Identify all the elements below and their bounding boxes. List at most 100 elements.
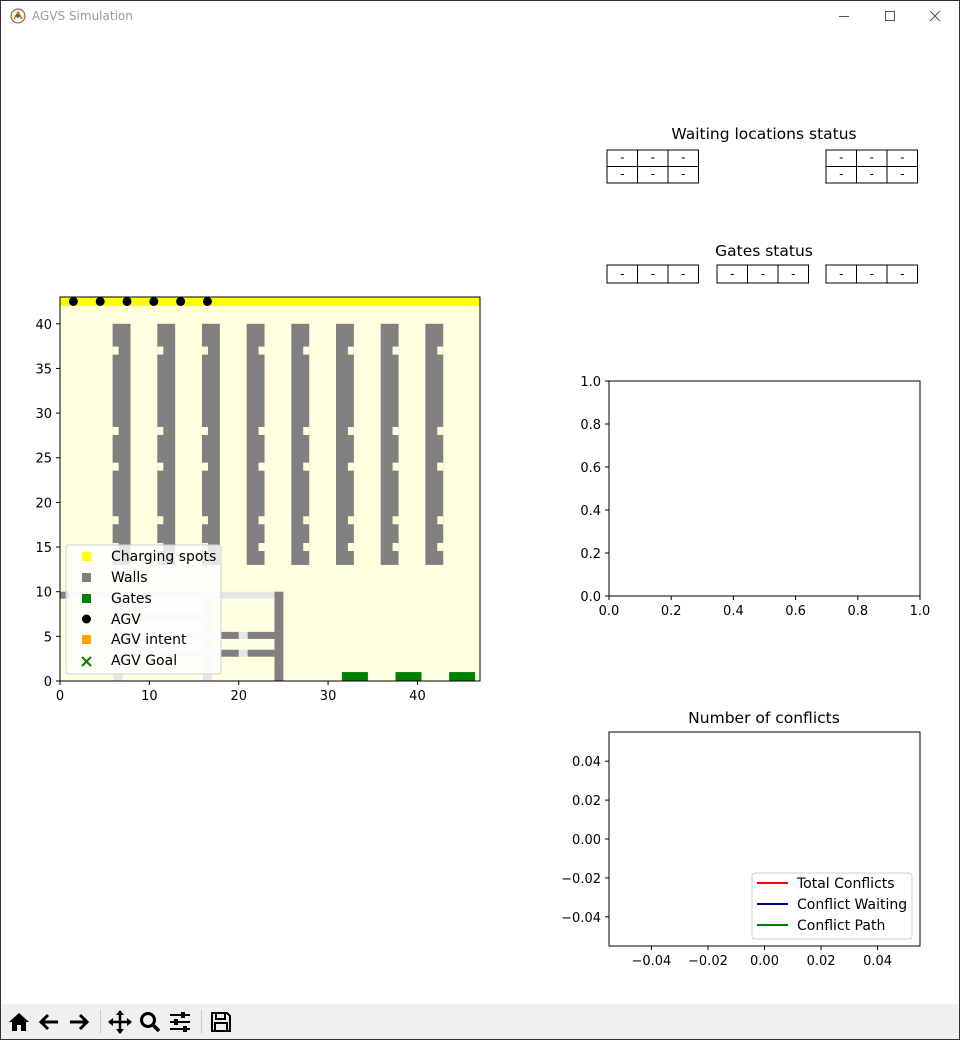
close-button[interactable] — [912, 1, 958, 31]
lower-wall-segment — [247, 631, 275, 639]
back-button[interactable] — [34, 1007, 64, 1037]
shelf-notch — [437, 543, 444, 552]
x-tick-label: 10 — [141, 689, 158, 704]
minimize-icon — [839, 16, 849, 17]
shelf-column — [336, 323, 354, 565]
shelf-notch — [437, 516, 444, 525]
map-y-ticks: 0 5 10 15 20 25 30 35 40 — [35, 318, 60, 690]
gate — [449, 672, 476, 681]
y-tick-label: 0.0 — [580, 590, 601, 605]
shelf-notch — [201, 346, 208, 355]
floppy-disk-icon — [211, 1012, 231, 1032]
shelf-column — [425, 323, 444, 565]
waiting-locations-table: - - - - - - - - - - - - — [606, 149, 918, 184]
x-tick-label: 0.00 — [750, 954, 779, 969]
x-tick-label: 30 — [320, 689, 337, 704]
lower-wall-right — [274, 591, 284, 681]
conflicts-plot[interactable]: Number of conflicts −0.04 −0.02 0.00 0.02 0.… — [561, 709, 921, 969]
map-frame — [59, 296, 481, 682]
table-cell-value: - — [620, 151, 624, 165]
x-tick-label: 0.02 — [807, 954, 836, 969]
table-cell-value: - — [681, 267, 685, 281]
shelf-notch — [157, 346, 164, 355]
zoom-button[interactable] — [135, 1007, 165, 1037]
table-cell-value: - — [791, 267, 795, 281]
shelf-column — [112, 323, 131, 565]
shelf-notch — [157, 462, 164, 471]
forward-button[interactable] — [64, 1007, 94, 1037]
x-tick-label: 0.0 — [599, 604, 620, 619]
legend-label-agv: AGV — [111, 612, 141, 628]
x-tick-label: 0.2 — [661, 604, 682, 619]
shelf-notch — [258, 543, 265, 552]
map-legend: Charging spots Walls Gates AGV AGV inten… — [65, 544, 222, 675]
table-cell-value: - — [900, 151, 904, 165]
shelf-notch — [258, 426, 265, 435]
legend-label-agv-intent: AGV intent — [111, 632, 187, 648]
window-title: AGVS Simulation — [32, 9, 133, 23]
shelf-notch — [303, 346, 310, 355]
maximize-icon — [885, 11, 895, 21]
toolbar-separator — [100, 1010, 101, 1034]
shelf-column — [291, 323, 310, 565]
shelf-notch — [112, 346, 119, 355]
y-tick-label: 0.00 — [572, 833, 601, 848]
table-cell-value: - — [681, 167, 685, 181]
y-tick-label: 0 — [44, 675, 52, 690]
shelf-notch — [347, 426, 354, 435]
x-tick-label: 20 — [230, 689, 247, 704]
agv-intent-legend-marker — [82, 635, 91, 644]
title-bar: AGVS Simulation — [1, 1, 959, 31]
minimize-button[interactable] — [821, 1, 867, 31]
conflicts-legend-box — [751, 872, 913, 940]
x-tick-label: 40 — [409, 689, 426, 704]
shelf-notch — [303, 543, 310, 552]
shelf-wall — [246, 323, 265, 565]
shelf-wall — [201, 323, 220, 565]
toolbar-separator — [201, 1010, 202, 1034]
gates-status-table: --------- — [606, 264, 918, 284]
conflicts-x-ticks: −0.04 −0.02 0.00 0.02 0.04 — [631, 946, 892, 969]
gate — [395, 672, 422, 681]
table-cell-value: - — [900, 267, 904, 281]
shelf-wall — [336, 323, 354, 565]
gates-status-panel: Gates status - - - - - - - - - — [606, 242, 918, 284]
pan-button[interactable] — [105, 1007, 135, 1037]
charging-spot-legend-marker — [82, 552, 91, 561]
x-tick-label: 0.8 — [847, 604, 868, 619]
shelf-wall — [291, 323, 310, 565]
navigation-toolbar — [1, 1004, 959, 1039]
configure-button[interactable] — [165, 1007, 195, 1037]
empty-plot-y-ticks: 0.0 0.2 0.4 0.6 0.8 1.0 — [580, 375, 609, 605]
shelf-notch — [347, 346, 354, 355]
warehouse-map-plot[interactable]: 0 10 20 30 40 0 5 10 15 20 25 30 35 40 Charging spot… — [35, 296, 481, 704]
table-cell-value: - — [651, 151, 655, 165]
save-button[interactable] — [206, 1007, 236, 1037]
maximize-button[interactable] — [867, 1, 913, 31]
shelf-notch — [392, 543, 399, 552]
shelf-notch — [392, 462, 399, 471]
y-tick-label: 10 — [35, 586, 52, 601]
shelf-column — [246, 323, 265, 565]
legend-label-conflict-path: Conflict Path — [797, 918, 885, 934]
shelf-notch — [157, 516, 164, 525]
shelf-wall — [112, 323, 131, 565]
shelf-column — [201, 323, 220, 565]
home-button[interactable] — [4, 1007, 34, 1037]
lower-wall-segment — [220, 649, 239, 657]
lower-wall-segment — [247, 649, 275, 657]
arrow-right-icon — [70, 1013, 90, 1031]
home-icon — [9, 1013, 29, 1031]
table-cell — [886, 166, 918, 184]
sliders-icon — [170, 1012, 190, 1032]
y-tick-label: 35 — [35, 362, 52, 377]
legend-label-walls: Walls — [111, 570, 148, 586]
table-cell-value: - — [839, 151, 843, 165]
shelf-notch — [303, 516, 310, 525]
y-tick-label: 1.0 — [580, 375, 601, 390]
empty-plot[interactable]: 0.0 0.2 0.4 0.6 0.8 1.0 0.0 0.2 0.4 0.6 0.8 1.0 — [580, 375, 930, 619]
move-icon — [108, 1010, 132, 1034]
y-tick-label: 20 — [35, 496, 52, 511]
table-cell-value: - — [651, 167, 655, 181]
